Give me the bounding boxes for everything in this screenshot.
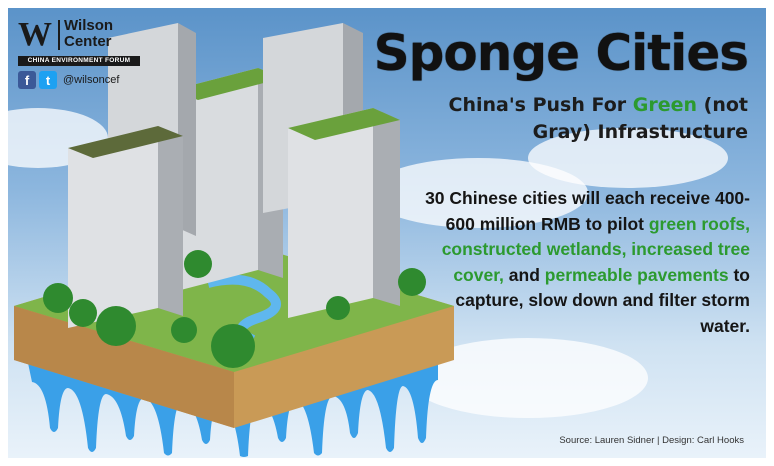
body-highlight-2: permeable pavements	[544, 264, 729, 285]
trees	[43, 250, 426, 368]
logo-name-line1: Wilson	[64, 17, 114, 34]
body-highlight-1: green roofs, constructed wetlands, incre…	[441, 213, 750, 285]
body-text: 30 Chinese cities will each receive 400-…	[420, 186, 750, 339]
wilson-center-logo-icon: W	[18, 16, 52, 53]
logo-divider	[58, 20, 60, 50]
floating-island-illustration	[14, 23, 454, 457]
subtitle-part2: (not Gray) Infrastructure	[532, 94, 748, 143]
logo-forum-label: CHINA ENVIRONMENT FORUM	[18, 56, 140, 66]
twitter-icon[interactable]: t	[39, 71, 57, 89]
body-intro: 30 Chinese cities will each receive 400-…	[425, 188, 750, 234]
body-and: and	[503, 264, 545, 285]
subtitle-part1: China's Push For	[448, 94, 633, 116]
page-title: Sponge Cities	[373, 24, 749, 82]
cloud	[528, 128, 728, 188]
subtitle-green: Green	[632, 94, 698, 116]
social-links: f t @wilsoncef	[18, 70, 119, 90]
social-handle[interactable]: @wilsoncef	[63, 74, 120, 86]
body-outro: to capture, slow down and filter storm w…	[455, 264, 750, 336]
page-subtitle: China's Push For Green (not Gray) Infras…	[388, 92, 748, 146]
soil-side	[14, 306, 234, 428]
building	[288, 108, 400, 318]
building	[68, 126, 183, 328]
facebook-icon[interactable]: f	[18, 71, 36, 89]
infographic: W Wilson Center CHINA ENVIRONMENT FORUM …	[8, 8, 766, 458]
logo-name: Wilson Center	[64, 18, 144, 50]
logo-name-line2: Center	[64, 33, 112, 50]
source-credit: Source: Lauren Sidner | Design: Carl Hoo…	[559, 435, 744, 446]
